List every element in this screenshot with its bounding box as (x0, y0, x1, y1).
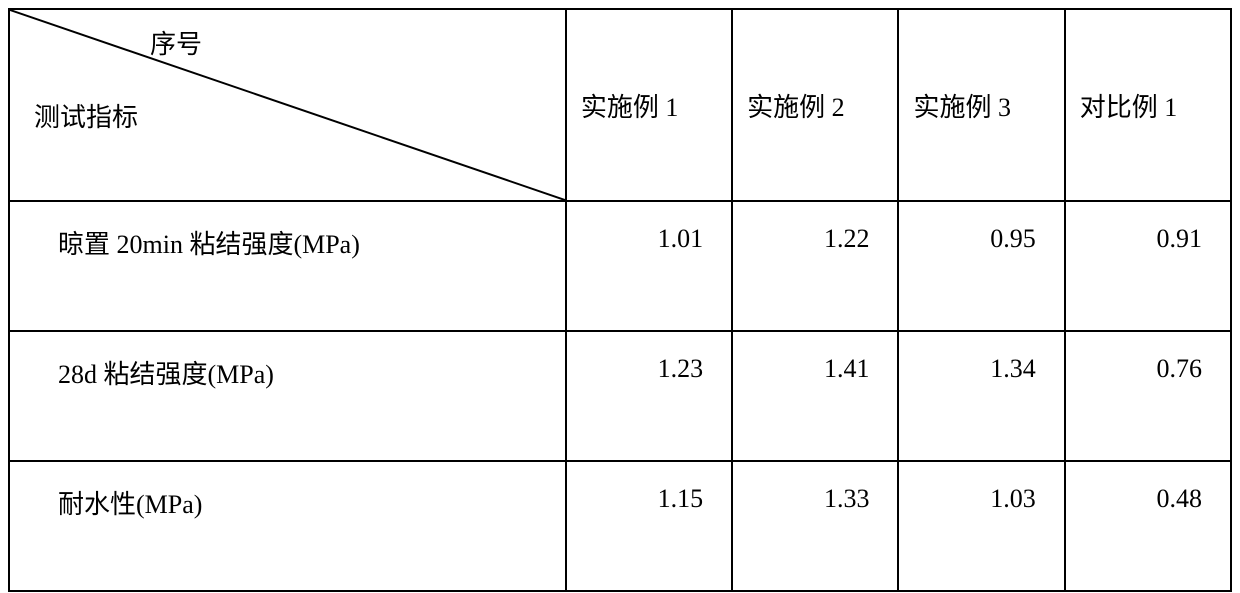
table-cell: 0.95 (898, 201, 1064, 331)
table-cell: 0.76 (1065, 331, 1231, 461)
table-cell: 1.34 (898, 331, 1064, 461)
table-row: 28d 粘结强度(MPa) 1.23 1.41 1.34 0.76 (9, 331, 1231, 461)
column-header: 实施例 3 (898, 9, 1064, 201)
table-row: 晾置 20min 粘结强度(MPa) 1.01 1.22 0.95 0.91 (9, 201, 1231, 331)
diagonal-header-cell: 序号 测试指标 (9, 9, 566, 201)
table-header-row: 序号 测试指标 实施例 1 实施例 2 实施例 3 对比例 1 (9, 9, 1231, 201)
column-header: 对比例 1 (1065, 9, 1231, 201)
row-label: 晾置 20min 粘结强度(MPa) (9, 201, 566, 331)
table-cell: 1.23 (566, 331, 732, 461)
column-header: 实施例 2 (732, 9, 898, 201)
table-cell: 0.91 (1065, 201, 1231, 331)
table-cell: 1.03 (898, 461, 1064, 591)
table-row: 耐水性(MPa) 1.15 1.33 1.03 0.48 (9, 461, 1231, 591)
column-header: 实施例 1 (566, 9, 732, 201)
data-table-wrapper: 序号 测试指标 实施例 1 实施例 2 实施例 3 对比例 1 晾置 20min… (0, 0, 1240, 593)
table-cell: 1.15 (566, 461, 732, 591)
table-cell: 0.48 (1065, 461, 1231, 591)
row-label: 28d 粘结强度(MPa) (9, 331, 566, 461)
table-cell: 1.33 (732, 461, 898, 591)
diagonal-top-label: 序号 (150, 24, 202, 61)
table-cell: 1.41 (732, 331, 898, 461)
data-table: 序号 测试指标 实施例 1 实施例 2 实施例 3 对比例 1 晾置 20min… (8, 8, 1232, 592)
table-cell: 1.01 (566, 201, 732, 331)
row-label: 耐水性(MPa) (9, 461, 566, 591)
table-cell: 1.22 (732, 201, 898, 331)
diagonal-bottom-label: 测试指标 (34, 97, 138, 134)
